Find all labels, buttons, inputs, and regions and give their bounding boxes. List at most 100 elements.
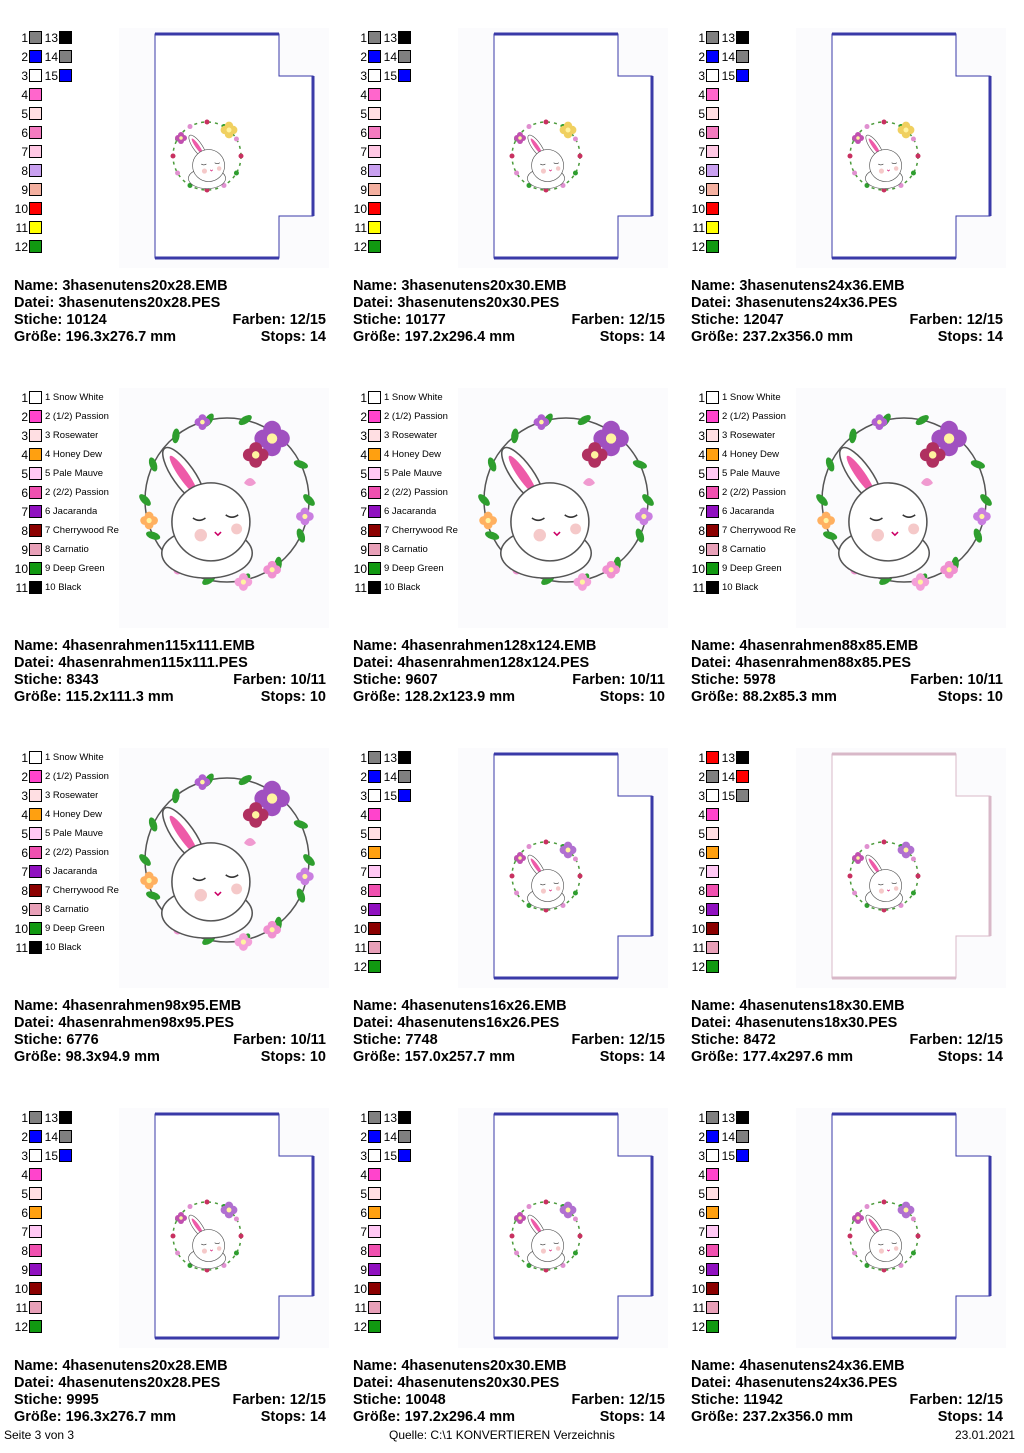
thread-number: 14 bbox=[383, 1129, 397, 1144]
thread-color-box bbox=[29, 1301, 42, 1314]
color-count: 12/15 bbox=[966, 1032, 1003, 1048]
thread-number: 5 bbox=[21, 466, 28, 481]
embroidery-preview bbox=[458, 388, 668, 628]
thread-number: 4 bbox=[698, 807, 705, 822]
thread-number: 3 bbox=[21, 68, 28, 83]
thread-color-box bbox=[59, 50, 72, 63]
stop-count: 14 bbox=[648, 1049, 665, 1065]
thread-swatch: 8 bbox=[691, 1241, 719, 1260]
thread-number: 11 bbox=[15, 580, 28, 595]
design-file-row: Datei: 4hasenrahmen88x85.PES bbox=[691, 655, 1003, 672]
thread-color-box bbox=[29, 183, 42, 196]
thread-number: 7 bbox=[21, 864, 28, 879]
thread-swatch: 2 2 (1/2) Passion bbox=[691, 407, 786, 426]
stitches-row: Stiche: 9995 Farben: 12/15 bbox=[14, 1392, 326, 1409]
thread-number: 10 bbox=[14, 921, 28, 936]
thread-color-box bbox=[29, 770, 42, 783]
thread-number: 15 bbox=[383, 788, 397, 803]
label-farben: Farben: bbox=[232, 1392, 286, 1408]
thread-swatch: 8 7 Cherrywood Re bbox=[691, 521, 796, 540]
label-farben: Farben: bbox=[909, 1032, 963, 1048]
thread-swatch: 2 bbox=[691, 47, 719, 66]
thread-color-box bbox=[368, 448, 381, 461]
thread-color-box bbox=[368, 1187, 381, 1200]
thread-number: 3 bbox=[698, 68, 705, 83]
thread-name: 4 Honey Dew bbox=[45, 449, 103, 460]
label-farben: Farben: bbox=[571, 1032, 625, 1048]
label-farben: Farben: bbox=[233, 672, 287, 688]
thread-swatch: 15 bbox=[721, 66, 749, 85]
thread-color-box bbox=[706, 1149, 719, 1162]
thread-swatch: 9 bbox=[353, 180, 381, 199]
thread-swatch: 3 bbox=[691, 786, 719, 805]
label-farben: Farben: bbox=[571, 1392, 625, 1408]
thread-number: 1 bbox=[21, 30, 28, 45]
color-count: 12/15 bbox=[628, 1032, 665, 1048]
label-name: Name: bbox=[691, 638, 736, 654]
thread-swatch: 4 bbox=[14, 1165, 42, 1184]
thread-color-box bbox=[736, 31, 749, 44]
thread-color-box bbox=[368, 410, 381, 423]
label-groesse: Größe: bbox=[691, 1409, 739, 1425]
thread-number: 1 bbox=[698, 1110, 705, 1125]
thread-color-box bbox=[736, 50, 749, 63]
thread-color-box bbox=[368, 164, 381, 177]
thread-color-box bbox=[706, 1301, 719, 1314]
embroidery-preview bbox=[796, 388, 1006, 628]
thread-number: 15 bbox=[383, 68, 397, 83]
thread-name: 2 (2/2) Passion bbox=[45, 847, 109, 858]
thread-number: 5 bbox=[360, 466, 367, 481]
thread-color-box bbox=[29, 448, 42, 461]
design-info: Name: 4hasenutens18x30.EMB Datei: 4hasenu… bbox=[691, 998, 1003, 1066]
thread-number: 14 bbox=[44, 1129, 58, 1144]
thread-color-box bbox=[368, 1111, 381, 1124]
thread-swatch: 7 bbox=[353, 1222, 381, 1241]
thread-swatch: 3 bbox=[353, 66, 381, 85]
thread-number: 9 bbox=[360, 182, 367, 197]
thread-swatch: 7 bbox=[691, 142, 719, 161]
thread-swatch: 4 bbox=[691, 1165, 719, 1184]
thread-number: 5 bbox=[698, 826, 705, 841]
thread-swatch: 5 5 Pale Mauve bbox=[14, 824, 103, 843]
size-row: Größe: 128.2x123.9 mm Stops: 10 bbox=[353, 689, 665, 706]
thread-number: 7 bbox=[360, 504, 367, 519]
thread-swatch: 3 bbox=[353, 786, 381, 805]
stitches-row: Stiche: 10124 Farben: 12/15 bbox=[14, 312, 326, 329]
thread-color-box bbox=[368, 1168, 381, 1181]
thread-number: 4 bbox=[360, 1167, 367, 1182]
design-name-row: Name: 4hasenutens18x30.EMB bbox=[691, 998, 1003, 1015]
thread-color-box bbox=[706, 1206, 719, 1219]
thread-swatch: 15 bbox=[721, 786, 749, 805]
thread-swatch: 6 bbox=[353, 123, 381, 142]
label-name: Name: bbox=[353, 278, 398, 294]
thread-number: 5 bbox=[698, 1186, 705, 1201]
label-groesse: Größe: bbox=[353, 329, 401, 345]
thread-color-list: 1 2 3 4 5 6 7 8 9 10 11 12 13 14 15 bbox=[14, 28, 144, 268]
thread-number: 7 bbox=[360, 864, 367, 879]
thread-color-box bbox=[706, 789, 719, 802]
stop-count: 10 bbox=[986, 689, 1003, 705]
design-file-row: Datei: 3hasenutens20x30.PES bbox=[353, 295, 665, 312]
design-name: 4hasenrahmen115x111.EMB bbox=[62, 638, 256, 654]
label-datei: Datei: bbox=[691, 295, 732, 311]
thread-name: 7 Cherrywood Re bbox=[45, 885, 119, 896]
thread-color-box bbox=[368, 1130, 381, 1143]
label-stops: Stops: bbox=[937, 1409, 983, 1425]
thread-number: 3 bbox=[21, 788, 28, 803]
thread-color-list: 1 2 3 4 5 6 7 8 9 10 11 12 13 14 15 bbox=[14, 1108, 144, 1348]
thread-number: 15 bbox=[44, 1148, 58, 1163]
thread-color-box bbox=[29, 107, 42, 120]
color-count: 12/15 bbox=[628, 312, 665, 328]
stitches-row: Stiche: 10177 Farben: 12/15 bbox=[353, 312, 665, 329]
thread-name: 10 Black bbox=[45, 582, 82, 593]
thread-number: 10 bbox=[14, 201, 28, 216]
thread-number: 11 bbox=[15, 1300, 28, 1315]
thread-swatch: 8 7 Cherrywood Re bbox=[353, 521, 458, 540]
thread-color-box bbox=[706, 145, 719, 158]
size-row: Größe: 197.2x296.4 mm Stops: 14 bbox=[353, 1409, 665, 1426]
thread-number: 2 bbox=[698, 409, 705, 424]
thread-number: 7 bbox=[698, 504, 705, 519]
thread-swatch: 8 7 Cherrywood Re bbox=[14, 521, 119, 540]
thread-color-box bbox=[706, 410, 719, 423]
thread-number: 8 bbox=[21, 883, 28, 898]
